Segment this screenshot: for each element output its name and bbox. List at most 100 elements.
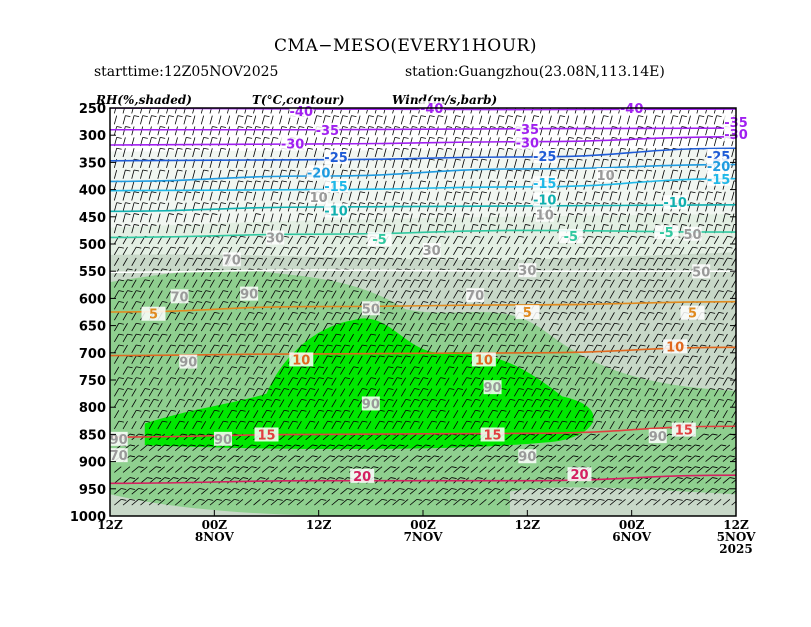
wind-barb-shaft bbox=[366, 388, 372, 397]
wind-barb-flag bbox=[716, 191, 722, 194]
wind-barb-flag bbox=[179, 344, 185, 347]
wind-barb-flag bbox=[457, 311, 464, 314]
wind-barb-shaft bbox=[496, 257, 502, 266]
wind-barb-shaft bbox=[592, 410, 598, 419]
wind-barb-shaft bbox=[626, 410, 633, 419]
wind-barb-shaft bbox=[392, 344, 398, 353]
wind-barb-shaft bbox=[348, 388, 354, 397]
temp-field-label: T(°C,contour) bbox=[252, 93, 345, 107]
wind-barb-flag bbox=[605, 279, 611, 282]
wind-barb-shaft bbox=[157, 115, 161, 125]
wind-barb-shaft bbox=[409, 433, 418, 441]
wind-barb-shaft bbox=[244, 366, 250, 375]
wind-barb-shaft bbox=[114, 377, 120, 386]
wind-barb-shaft bbox=[357, 191, 361, 201]
wind-barb-flag bbox=[197, 409, 203, 412]
wind-barb-shaft bbox=[183, 236, 189, 245]
wind-barb-shaft bbox=[679, 355, 685, 364]
wind-barb-shaft bbox=[444, 159, 448, 168]
wind-barb-shaft bbox=[296, 191, 300, 201]
wind-barb-flag bbox=[194, 224, 201, 226]
wind-barb-flag bbox=[283, 290, 290, 292]
wind-barb-flag bbox=[490, 202, 496, 205]
wind-barb-shaft bbox=[574, 191, 578, 201]
wind-barb-flag bbox=[257, 344, 264, 347]
wind-barb-shaft bbox=[531, 499, 539, 506]
wind-barb-shaft bbox=[600, 301, 607, 310]
wind-barb-flag bbox=[629, 169, 635, 172]
wind-barb-shaft bbox=[696, 477, 705, 484]
wind-barb-shaft bbox=[627, 466, 635, 473]
wind-barb-shaft bbox=[713, 333, 720, 343]
wind-barb-flag bbox=[508, 105, 513, 106]
wind-barb-shaft bbox=[200, 312, 207, 321]
wind-barb-shaft bbox=[618, 180, 622, 190]
wind-barb-flag bbox=[623, 235, 629, 238]
temp-label: -20 bbox=[307, 166, 331, 181]
wind-barb-flag bbox=[690, 158, 696, 161]
wind-barb-flag bbox=[257, 246, 264, 249]
wind-barb-flag bbox=[466, 246, 472, 249]
wind-barb-shaft bbox=[487, 290, 494, 299]
wind-barb-shaft bbox=[592, 377, 598, 386]
wind-barb-shaft bbox=[487, 180, 491, 190]
wind-barb-shaft bbox=[261, 455, 270, 462]
wind-barb-shaft bbox=[348, 213, 352, 223]
wind-barb-shaft bbox=[461, 410, 467, 419]
wind-barb-shaft bbox=[470, 420, 476, 430]
wind-barb-shaft bbox=[487, 236, 494, 245]
wind-barb-flag bbox=[564, 488, 570, 490]
wind-barb-shaft bbox=[409, 420, 415, 430]
wind-barb-flag bbox=[234, 488, 240, 490]
wind-barb-flag bbox=[414, 235, 420, 238]
wind-barb-shaft bbox=[209, 399, 215, 408]
wind-barb-shaft bbox=[296, 344, 302, 353]
wind-barb-shaft bbox=[374, 410, 381, 419]
wind-barb-shaft bbox=[313, 366, 320, 375]
wind-barb-flag bbox=[251, 466, 257, 469]
wind-barb-shaft bbox=[418, 388, 424, 397]
wind-barb-shaft bbox=[644, 312, 650, 321]
wind-barb-flag bbox=[212, 213, 218, 215]
wind-barb-shaft bbox=[592, 355, 598, 364]
wind-barb-flag bbox=[492, 301, 498, 303]
wind-barb-flag bbox=[649, 257, 655, 260]
wind-barb-shaft bbox=[348, 257, 354, 266]
wind-barb-flag bbox=[701, 257, 707, 260]
wind-barb-shaft bbox=[696, 377, 702, 386]
wind-barb-shaft bbox=[183, 148, 187, 158]
wind-barb-flag bbox=[599, 444, 605, 447]
wind-barb-flag bbox=[116, 224, 122, 226]
wind-barb-shaft bbox=[131, 388, 137, 397]
wind-barb-flag bbox=[170, 344, 177, 347]
wind-barb-shaft bbox=[453, 410, 459, 419]
wind-barb-shaft bbox=[461, 499, 470, 506]
wind-barb-flag bbox=[160, 136, 166, 139]
wind-barb-flag bbox=[640, 377, 646, 380]
wind-barb-flag bbox=[292, 409, 298, 412]
wind-barb-shaft bbox=[148, 499, 157, 506]
wind-barb-flag bbox=[377, 126, 383, 128]
wind-barb-shaft bbox=[131, 455, 139, 462]
wind-barb-flag bbox=[666, 257, 672, 260]
wind-barb-flag bbox=[151, 191, 157, 194]
wind-barb-shaft bbox=[531, 246, 537, 256]
wind-barb-flag bbox=[318, 399, 324, 401]
wind-barb-flag bbox=[483, 290, 490, 292]
wind-barb-shaft bbox=[626, 169, 631, 179]
wind-barb-flag bbox=[553, 377, 559, 380]
wind-barb-flag bbox=[686, 444, 692, 447]
wind-barb-shaft bbox=[444, 499, 452, 506]
temp-contour--35 bbox=[110, 127, 736, 131]
wind-barb-shaft bbox=[531, 410, 537, 419]
wind-barb-flag bbox=[205, 257, 211, 260]
wind-barb-shaft bbox=[366, 279, 372, 288]
wind-barb-shaft bbox=[313, 180, 318, 190]
wind-barb-shaft bbox=[592, 137, 596, 147]
wind-barb-shaft bbox=[505, 410, 511, 419]
wind-barb-shaft bbox=[270, 399, 276, 408]
wind-barb-shaft bbox=[279, 213, 283, 223]
wind-barb-flag bbox=[420, 180, 427, 183]
x-tick-label: 8NOV bbox=[195, 530, 235, 544]
wind-barb-shaft bbox=[131, 355, 137, 364]
